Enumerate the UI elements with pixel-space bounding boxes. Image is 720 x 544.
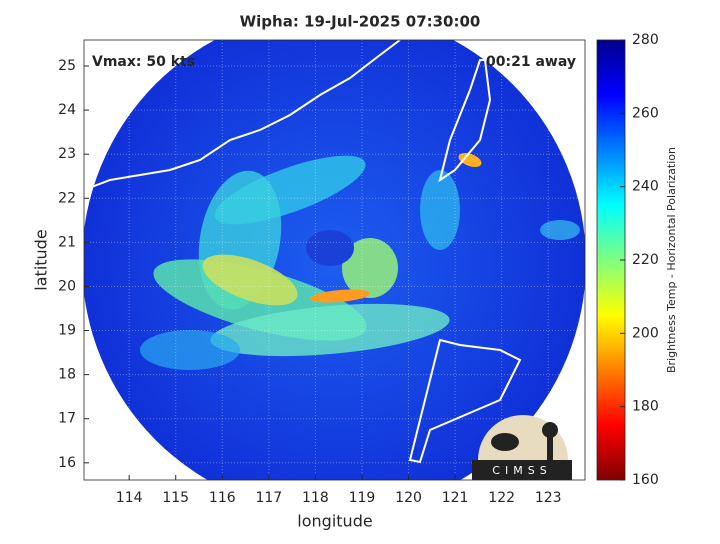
annotation: Vmax: 50 kts <box>92 54 195 70</box>
x-tick-label: 116 <box>209 490 236 506</box>
y-tick-label: 18 <box>58 367 76 383</box>
coastline <box>84 40 522 464</box>
x-tick-label: 118 <box>302 490 329 506</box>
cloud-feature <box>420 170 460 250</box>
colorbar-tick-label: 260 <box>632 105 659 121</box>
cloud-feature <box>342 238 398 298</box>
colorbar-tick-label: 220 <box>632 252 659 268</box>
logo: CIMSS <box>472 415 572 480</box>
y-axis-label: latitude <box>32 229 51 290</box>
x-tick-label: 120 <box>395 490 422 506</box>
colorbar-tick-label: 160 <box>632 472 659 488</box>
colorbar-tick-label: 200 <box>632 325 659 341</box>
plot-area <box>84 40 585 480</box>
y-tick-label: 23 <box>58 146 76 162</box>
colorbar-tick-label: 180 <box>632 399 659 415</box>
x-axis-label: longitude <box>297 512 372 531</box>
axes-box <box>83 39 586 481</box>
cloud-feature <box>540 220 580 240</box>
y-tick-label: 21 <box>58 234 76 250</box>
x-tick-label: 119 <box>349 490 376 506</box>
annotation: 00:21 away <box>486 54 576 70</box>
cloud-feature <box>458 153 482 167</box>
cloud-feature <box>310 289 370 303</box>
chart-title: Wipha: 19-Jul-2025 07:30:00 <box>240 13 481 31</box>
y-tick-label: 24 <box>58 102 76 118</box>
y-tick-label: 19 <box>58 323 76 339</box>
colorbar-tick-label: 280 <box>632 32 659 48</box>
x-tick-label: 122 <box>488 490 515 506</box>
y-tick-label: 22 <box>58 190 76 206</box>
cloud-feature <box>210 303 450 357</box>
cloud-feature <box>140 330 240 370</box>
x-tick-label: 115 <box>162 490 189 506</box>
x-tick-label: 114 <box>116 490 143 506</box>
y-tick-label: 20 <box>58 278 76 294</box>
colorbar-label: Brightness Temp - Horizontal Polarizatio… <box>665 147 678 373</box>
cloud-feature <box>202 254 298 306</box>
y-tick-label: 25 <box>58 58 76 74</box>
x-tick-label: 121 <box>442 490 469 506</box>
colorbar-tick-label: 240 <box>632 179 659 195</box>
cloud-feature <box>306 230 354 266</box>
y-tick-label: 16 <box>58 455 76 471</box>
logo-text: CIMSS <box>492 464 551 477</box>
y-tick-label: 17 <box>58 411 76 427</box>
x-tick-label: 123 <box>535 490 562 506</box>
x-tick-label: 117 <box>255 490 282 506</box>
